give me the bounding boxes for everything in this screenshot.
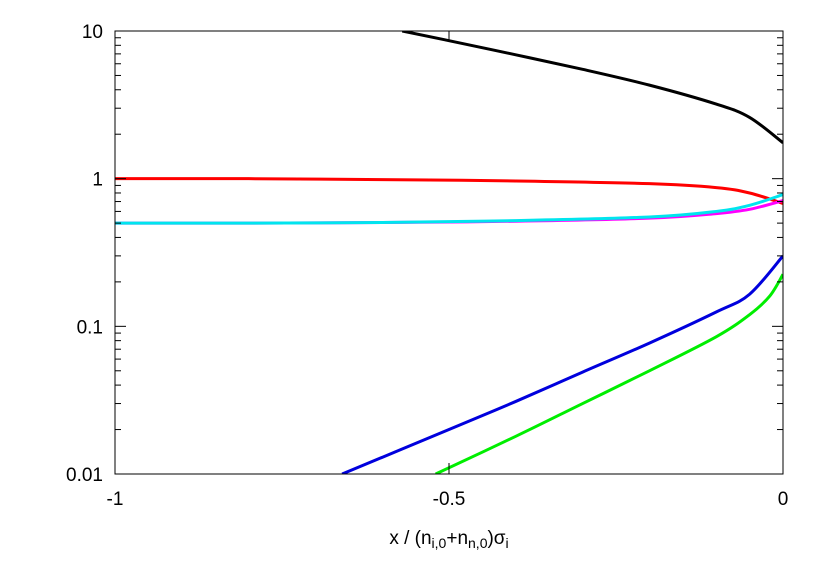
series-line-2 xyxy=(115,177,783,205)
y-tick-label: 0.01 xyxy=(66,465,103,486)
plot-frame xyxy=(114,30,784,475)
series-line-4 xyxy=(115,193,783,225)
series-line-1 xyxy=(401,31,783,144)
series-line-6 xyxy=(435,273,783,474)
x-axis-title: x / (ni,0+nn,0)σi xyxy=(389,528,508,551)
series-layer xyxy=(115,31,783,474)
x-axis-title-part: +n xyxy=(446,528,468,549)
labels-layer: 10 1 0.1 0.01-1 -0.5 0 xyxy=(66,22,788,510)
x-axis-title-part: )σ xyxy=(487,528,505,549)
x-axis-title-subscript: i,0 xyxy=(432,535,447,551)
x-axis-title-part: x / (n xyxy=(389,528,431,549)
series-line-5 xyxy=(341,254,783,474)
y-tick-label: 10 xyxy=(82,22,103,43)
x-axis-title-subscript: i xyxy=(506,535,509,551)
series-line-3 xyxy=(115,199,783,225)
x-tick-label: 0 xyxy=(778,489,789,510)
y-tick-label: 0.1 xyxy=(77,317,103,338)
x-axis-title-subscript: n,0 xyxy=(468,535,488,551)
y-tick-label: 1 xyxy=(92,170,103,191)
x-tick-label: -0.5 xyxy=(433,489,466,510)
x-tick-label: -1 xyxy=(107,489,124,510)
axes-layer xyxy=(114,30,784,475)
